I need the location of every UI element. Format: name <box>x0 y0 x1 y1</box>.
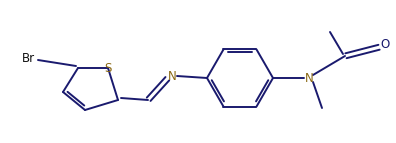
Text: O: O <box>381 38 390 51</box>
Text: N: N <box>305 72 313 85</box>
Text: Br: Br <box>21 51 34 64</box>
Text: N: N <box>168 69 176 83</box>
Text: S: S <box>104 61 112 75</box>
